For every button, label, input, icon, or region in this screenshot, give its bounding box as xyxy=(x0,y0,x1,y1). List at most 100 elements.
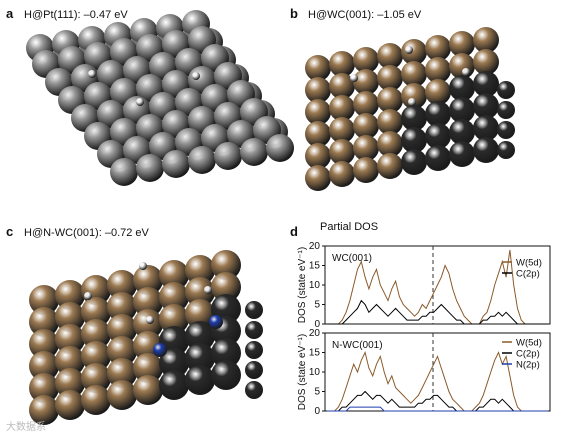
c-atom xyxy=(185,365,215,395)
pt-atom xyxy=(162,150,190,178)
w-atom xyxy=(329,161,355,187)
w-atom xyxy=(107,314,137,344)
w-atom xyxy=(353,135,379,161)
panel-a-title: H@Pt(111): –0.47 eV xyxy=(24,9,128,21)
w-atom xyxy=(55,368,85,398)
w-atom xyxy=(81,319,111,349)
w-atom xyxy=(107,380,137,410)
atomic-structures xyxy=(26,10,515,425)
c-atom xyxy=(497,141,515,159)
w-atom xyxy=(305,143,331,169)
pt-atom xyxy=(214,142,242,170)
h-atom xyxy=(136,98,144,106)
w-atom xyxy=(107,270,137,300)
c-atom xyxy=(211,338,241,368)
y-axis-label: DOS (state eV⁻¹) xyxy=(297,247,308,323)
c-atom xyxy=(425,123,451,149)
w-atom xyxy=(329,51,355,77)
w-atom xyxy=(29,329,59,359)
c-atom xyxy=(211,360,241,390)
y-tick-label: 10 xyxy=(309,367,321,378)
w-atom xyxy=(55,302,85,332)
w-atom xyxy=(401,61,427,87)
panel-d-title: Partial DOS xyxy=(320,221,379,233)
c-atom xyxy=(497,101,515,119)
panel-b-title: H@WC(001): –1.05 eV xyxy=(308,9,422,21)
w-atom xyxy=(305,99,331,125)
w-atom xyxy=(55,324,85,354)
y-tick-label: 20 xyxy=(309,241,321,252)
w-atom xyxy=(401,39,427,65)
h-atom xyxy=(88,70,96,78)
w-atom xyxy=(29,373,59,403)
w-atom xyxy=(107,336,137,366)
legend-label: N(2p) xyxy=(516,360,540,371)
panel-c-title: H@N-WC(001): –0.72 eV xyxy=(24,227,149,239)
c-atom xyxy=(425,145,451,171)
w-atom xyxy=(29,351,59,381)
series-n2p-line xyxy=(327,406,548,412)
w-atom xyxy=(55,390,85,420)
w-atom xyxy=(55,280,85,310)
c-atom xyxy=(185,343,215,373)
w-atom xyxy=(377,43,403,69)
h-atom xyxy=(408,98,416,106)
c-atom xyxy=(449,75,475,101)
c-atom xyxy=(497,81,515,99)
w-atom xyxy=(159,260,189,290)
c-atom xyxy=(449,141,475,167)
n-atom xyxy=(209,315,223,329)
w-atom xyxy=(159,282,189,312)
w-atom xyxy=(29,285,59,315)
pt-atom xyxy=(266,134,294,162)
c-atom xyxy=(449,97,475,123)
c-atom xyxy=(401,149,427,175)
w-atom xyxy=(211,272,241,302)
y-tick-label: 20 xyxy=(309,328,321,339)
c-atom xyxy=(473,137,499,163)
c-atom xyxy=(185,321,215,351)
pt-atom xyxy=(188,146,216,174)
y-axis-label: DOS (state eV⁻¹) xyxy=(297,334,308,410)
y-tick-label: 5 xyxy=(314,387,320,398)
pt-atom xyxy=(110,158,138,186)
w-atom xyxy=(353,91,379,117)
w-atom xyxy=(377,87,403,113)
w-atom xyxy=(81,385,111,415)
w-atom xyxy=(185,299,215,329)
w-atom xyxy=(29,395,59,425)
w-atom xyxy=(353,113,379,139)
h-atom xyxy=(146,316,154,324)
w-atom xyxy=(425,57,451,83)
w-atom xyxy=(401,83,427,109)
w-atom xyxy=(329,95,355,121)
w-atom xyxy=(29,307,59,337)
pt-atom xyxy=(240,138,268,166)
legend-label: W(5d) xyxy=(516,338,542,349)
h-atom xyxy=(405,46,413,54)
c-atom xyxy=(245,321,263,339)
legend-label: C(2p) xyxy=(516,269,540,280)
y-tick-label: 10 xyxy=(309,280,321,291)
c-atom xyxy=(159,348,189,378)
w-atom xyxy=(353,157,379,183)
panel-b-letter: b xyxy=(290,6,298,21)
h-atom xyxy=(192,72,200,80)
h-atom xyxy=(139,262,147,270)
w-atom xyxy=(449,31,475,57)
w-atom xyxy=(55,346,85,376)
w-atom xyxy=(377,109,403,135)
chart-panel-label: N-WC(001) xyxy=(332,340,383,351)
c-atom xyxy=(473,93,499,119)
wc001-slab xyxy=(305,27,515,191)
legend-label: C(2p) xyxy=(516,349,540,360)
w-atom xyxy=(329,117,355,143)
w-atom xyxy=(305,121,331,147)
w-atom xyxy=(377,153,403,179)
w-atom xyxy=(133,309,163,339)
w-atom xyxy=(377,131,403,157)
chart-panel-label: WC(001) xyxy=(332,253,372,264)
panel-c-letter: c xyxy=(6,224,14,239)
